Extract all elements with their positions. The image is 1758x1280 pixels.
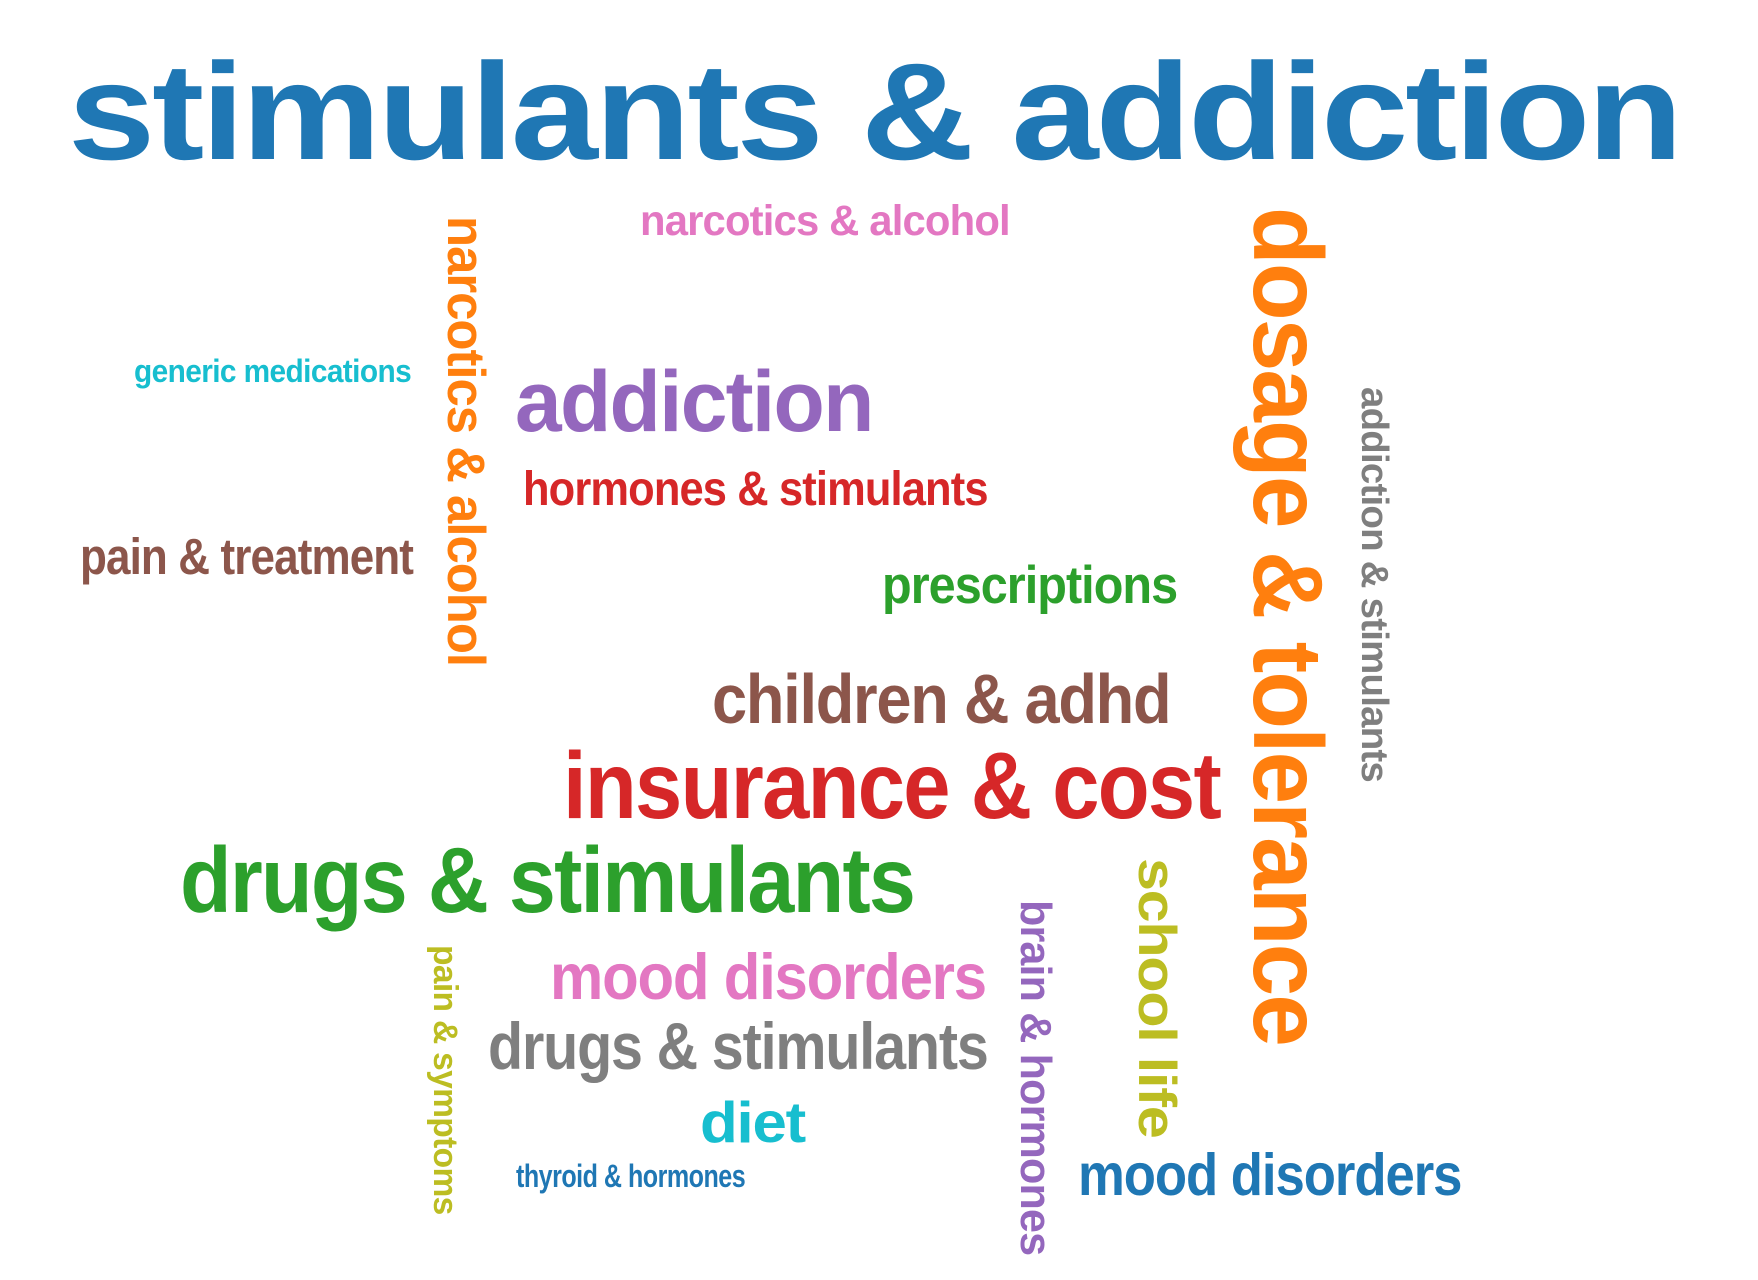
word-brain-hormones: brain & hormones xyxy=(1011,900,1060,1256)
word-mood-disorders-blue: mood disorders xyxy=(1078,1141,1462,1208)
word-pain-treatment: pain & treatment xyxy=(80,528,414,585)
word-addiction: addiction xyxy=(515,354,874,450)
word-insurance-cost: insurance & cost xyxy=(563,733,1222,839)
word-pain-symptoms: pain & symptoms xyxy=(426,945,464,1215)
word-drugs-stimulants-green: drugs & stimulants xyxy=(180,828,916,932)
word-prescriptions: prescriptions xyxy=(882,556,1178,615)
word-mood-disorders-pink: mood disorders xyxy=(550,940,987,1013)
word-thyroid-hormones: thyroid & hormones xyxy=(516,1157,746,1194)
word-generic-medications: generic medications xyxy=(134,352,412,389)
word-dosage-tolerance: dosage & tolerance xyxy=(1233,207,1343,1045)
word-drugs-stimulants-gray: drugs & stimulants xyxy=(488,1010,989,1084)
word-school-life: school life xyxy=(1127,858,1186,1138)
word-addiction-stimulants: addiction & stimulants xyxy=(1354,387,1396,783)
word-diet: diet xyxy=(700,1091,806,1155)
word-hormones-stimulants: hormones & stimulants xyxy=(523,463,989,516)
word-narcotics-alcohol-horizontal: narcotics & alcohol xyxy=(640,197,1011,245)
word-children-adhd: children & adhd xyxy=(712,660,1172,738)
word-stimulants-addiction: stimulants & addiction xyxy=(68,35,1683,189)
word-narcotics-alcohol-vertical: narcotics & alcohol xyxy=(436,216,495,667)
